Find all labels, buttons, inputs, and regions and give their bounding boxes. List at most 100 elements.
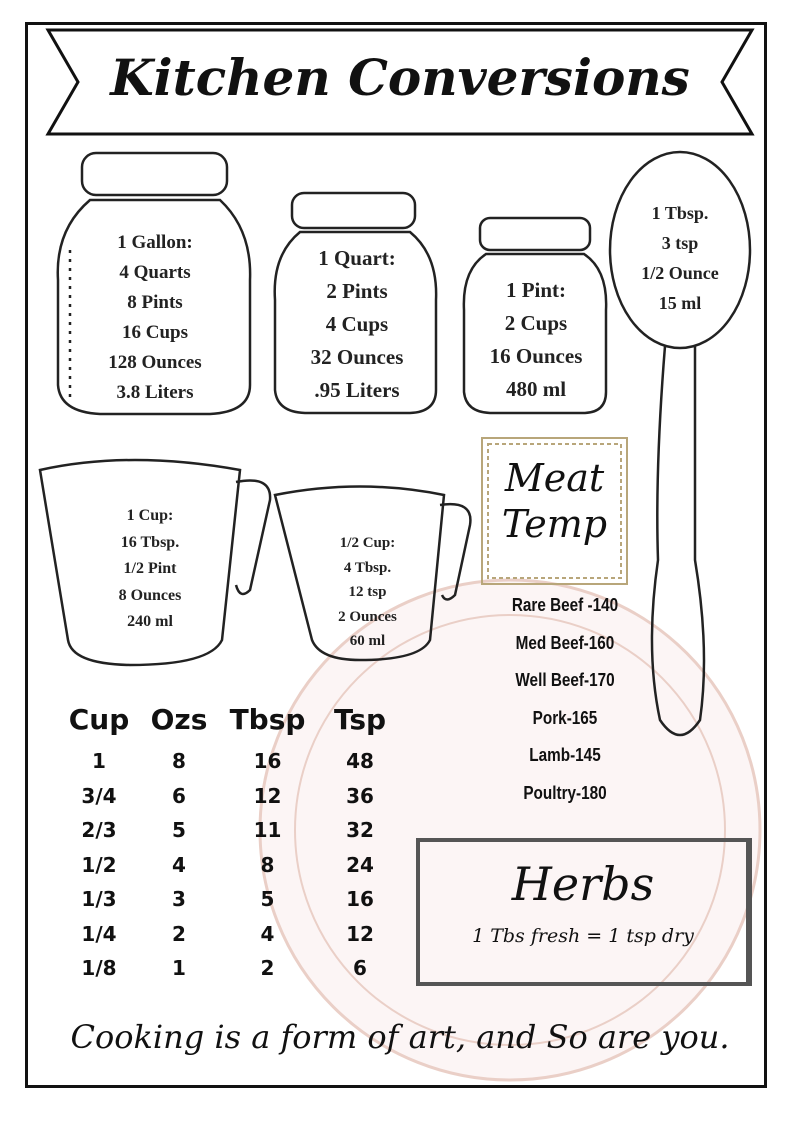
table-cell: 8 (172, 749, 186, 773)
pint-conversions: 1 Pint: 2 Cups 16 Ounces 480 ml (466, 274, 606, 406)
quart-line: 32 Ounces (310, 345, 404, 369)
table-cell: 16 (346, 887, 374, 911)
gallon-line: 1 Gallon: (117, 232, 193, 253)
table-row: 1 8 16 48 (60, 749, 405, 784)
cup-line: 1 Cup: (126, 507, 174, 524)
table-cell: 3/4 (81, 783, 117, 808)
meat-temp-item: Rare Beef -140 (511, 595, 619, 615)
table-row: 1/4 2 4 12 (60, 922, 405, 957)
herbs-title: Herbs (511, 857, 655, 911)
spoon-icon (608, 150, 752, 737)
table-row: 2/3 5 11 32 (60, 818, 405, 853)
quart-jar-icon (273, 191, 438, 415)
table-cell: 32 (346, 818, 374, 842)
herbs-box: Herbs 1 Tbs fresh = 1 tsp dry (416, 838, 752, 986)
pint-line: 2 Cups (504, 311, 568, 335)
table-cell: 1 (92, 749, 106, 773)
meat-temp-item: Poultry-180 (523, 782, 607, 803)
table-row: 1/8 1 2 6 (60, 956, 405, 991)
table-cell: 6 (172, 783, 186, 808)
quart-line: 1 Quart: (318, 246, 396, 270)
table-cell: 2 (172, 921, 186, 946)
page-title: Kitchen Conversions (110, 48, 690, 107)
measuring-cup-icon (38, 458, 272, 667)
half-cup-line: 2 Ounces (338, 608, 397, 625)
cup-line: 16 Tbsp. (120, 533, 180, 551)
table-row: 1/3 3 5 16 (60, 887, 405, 922)
gallon-line: 3.8 Liters (116, 382, 194, 403)
pint-line: 16 Ounces (489, 344, 583, 368)
header-ozs: Ozs (150, 703, 208, 736)
cup-line: 8 Ounces (118, 586, 182, 604)
meat-title-line: Temp (501, 502, 608, 546)
header-cup: Cup (68, 703, 130, 736)
meat-temp-item: Med Beef-160 (515, 632, 615, 653)
table-row: 1/2 4 8 24 (60, 853, 405, 888)
pint-jar-icon (462, 216, 608, 415)
table-cell: 5 (260, 887, 275, 911)
cup-line: 1/2 Pint (123, 560, 177, 577)
quart-line: 4 Cups (325, 312, 389, 336)
meat-temp-frame (481, 437, 628, 585)
quart-line: 2 Pints (326, 279, 388, 303)
quart-conversions: 1 Quart: 2 Pints 4 Cups 32 Ounces .95 Li… (282, 242, 432, 407)
title-banner (45, 28, 755, 136)
half-cup-conversions: 1/2 Cup: 4 Tbsp. 12 tsp 2 Ounces 60 ml (300, 531, 435, 654)
half-cup-line: 60 ml (349, 633, 386, 649)
table-cell: 24 (346, 852, 374, 877)
table-cell: 36 (346, 783, 374, 808)
pint-line: 480 ml (505, 377, 567, 401)
table-cell: 4 (172, 852, 186, 877)
half-cup-line: 4 Tbsp. (343, 559, 392, 576)
herbs-text: 1 Tbs fresh = 1 tsp dry (472, 925, 694, 947)
table-cell: 48 (346, 749, 374, 773)
table-cell: 8 (260, 852, 275, 877)
gallon-conversions: 1 Gallon: 4 Quarts 8 Pints 16 Cups 128 O… (70, 228, 240, 408)
gallon-jar-icon (56, 151, 252, 416)
table-cell: 11 (253, 818, 282, 842)
table-cell: 12 (346, 921, 374, 946)
pint-line: 1 Pint: (505, 278, 567, 302)
table-cell: 16 (253, 749, 282, 773)
cup-line: 240 ml (127, 613, 173, 630)
quart-line: .95 Liters (314, 378, 400, 402)
half-cup-line: 12 tsp (348, 584, 387, 600)
cup-conversions: 1 Cup: 16 Tbsp. 1/2 Pint 8 Ounces 240 ml (75, 503, 225, 636)
half-cup-icon (273, 485, 472, 662)
table-cell: 1 (172, 956, 186, 980)
table-cell: 1/8 (81, 956, 117, 980)
half-cup-line: 1/2 Cup: (339, 535, 396, 551)
meat-temp-list: Rare Beef -140 Med Beef-160 Well Beef-17… (493, 595, 638, 820)
header-tsp: Tsp (333, 703, 387, 736)
table-cell: 12 (253, 783, 282, 808)
header-tbsp: Tbsp (229, 703, 306, 736)
gallon-line: 8 Pints (127, 292, 183, 313)
spoon-conversions: 1 Tbsp. 3 tsp 1/2 Ounce 15 ml (620, 198, 740, 318)
meat-temp-item: Pork-165 (532, 707, 598, 728)
meat-title-line: Meat (504, 456, 605, 500)
table-cell: 1/2 (81, 852, 117, 877)
table-cell: 1/4 (81, 921, 117, 946)
table-cell: 2/3 (81, 818, 117, 842)
spoon-line: 15 ml (658, 293, 702, 313)
spoon-line: 1/2 Ounce (641, 263, 719, 283)
table-header: Cup Ozs Tbsp Tsp (60, 703, 405, 749)
conversion-table: Cup Ozs Tbsp Tsp 1 8 16 48 3/4 6 12 36 2/3 5 11 32 1… (60, 703, 405, 991)
table-body: 1 8 16 48 3/4 6 12 36 2/3 5 11 32 1/2 4 8 24 1/3 3 5 16 1/4 2… (60, 749, 405, 991)
table-cell: 5 (172, 818, 186, 842)
meat-temp-title: Meat Temp (482, 455, 627, 547)
spoon-line: 1 Tbsp. (651, 203, 709, 223)
table-cell: 3 (172, 887, 186, 911)
meat-temp-item: Well Beef-170 (515, 670, 615, 690)
table-cell: 1/3 (81, 887, 117, 911)
page-border (25, 22, 767, 1088)
gallon-line: 16 Cups (122, 322, 188, 343)
meat-temp-item: Lamb-145 (529, 745, 601, 765)
spoon-line: 3 tsp (661, 233, 699, 253)
table-cell: 2 (260, 956, 275, 980)
table-cell: 4 (260, 921, 275, 946)
watermark-stamp (258, 578, 762, 1082)
gallon-line: 4 Quarts (119, 262, 191, 283)
